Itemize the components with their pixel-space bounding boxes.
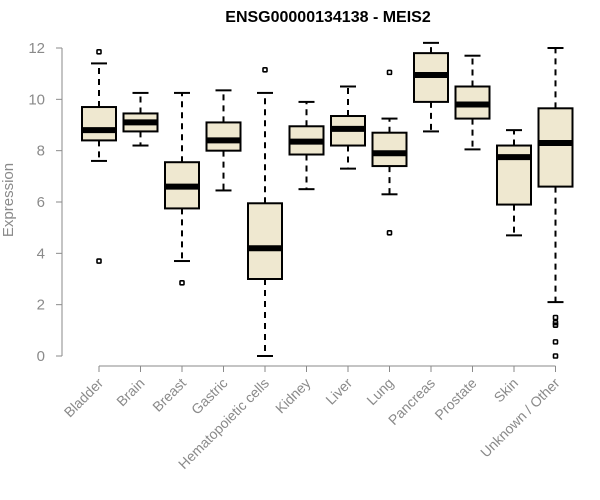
box-lung [371,69,408,236]
outlier-point [552,322,559,329]
box-liver [330,85,366,170]
y-tick-label: 2 [37,297,45,314]
x-tick-label: Liver [322,375,355,408]
box-iqr [81,106,117,142]
outlier-point [552,314,559,321]
y-axis: 0 2 4 6 8 10 12 [28,40,63,365]
box-skin [496,129,532,237]
outlier-point [386,69,393,76]
y-axis-label: Expression [0,163,17,237]
box-unknown-other [537,47,574,359]
outlier-point [96,49,102,55]
box-series [81,41,574,359]
chart-title: ENSG00000134138 - MEIS2 [225,9,431,26]
x-tick-label: Breast [149,375,189,415]
y-tick-label: 0 [37,348,45,365]
y-tick-label: 6 [37,194,45,211]
x-tick-label: Bladder [61,375,107,421]
box-bladder [81,49,117,264]
box-kidney [288,100,325,191]
outlier-point [552,353,559,359]
y-tick-label: 10 [28,91,45,108]
outlier-point [552,339,559,345]
box-iqr [371,131,408,168]
y-tick-label: 4 [37,245,45,262]
outlier-point [96,258,102,264]
box-iqr [537,107,574,188]
outlier-point [262,67,268,73]
box-breast [164,91,200,286]
box-iqr [247,202,283,281]
x-tick-label: Prostate [431,375,479,423]
x-tick-label: Kidney [272,375,314,417]
y-tick-label: 8 [37,143,45,160]
box-prostate [454,54,491,151]
box-brain [122,91,159,147]
x-tick-label: Lung [363,375,396,408]
y-tick-label: 12 [28,40,45,57]
box-iqr [205,121,242,152]
outlier-point [386,230,393,236]
x-tick-label: Skin [491,375,522,406]
box-pancreas [413,41,449,133]
x-tick-label: Brain [113,375,147,409]
outlier-point [179,280,185,286]
box-hematopoietic-cells [247,67,283,357]
x-tick-label: Unknown / Other [477,375,563,461]
box-gastric [205,89,242,192]
